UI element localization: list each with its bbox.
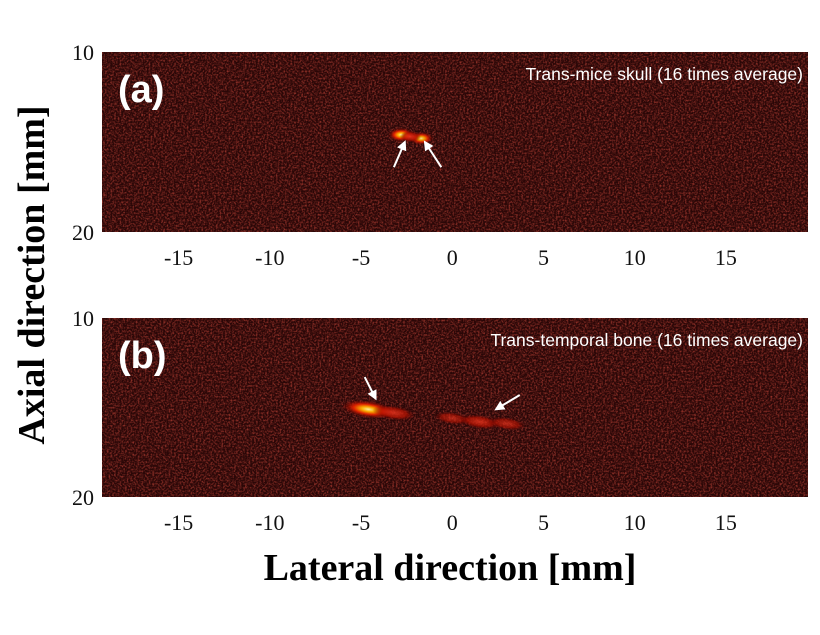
panel-label-b: (b) bbox=[118, 335, 167, 377]
x-tick-label-b-5: 5 bbox=[538, 510, 549, 535]
y-tick-label-b-10: 10 bbox=[72, 306, 94, 331]
y-tick-label-a-20: 20 bbox=[72, 220, 94, 245]
y-tick-label-a-10: 10 bbox=[72, 40, 94, 65]
x-tick-label-b-15: 15 bbox=[715, 510, 737, 535]
panel-caption-b: Trans-temporal bone (16 times average) bbox=[490, 330, 803, 350]
panel-label-a: (a) bbox=[118, 69, 164, 111]
bright-region-a-3 bbox=[399, 130, 421, 143]
speckle-noise-b bbox=[102, 318, 808, 497]
x-tick-label-b-neg10: -10 bbox=[255, 510, 284, 535]
arrow-b-2 bbox=[494, 394, 521, 411]
x-tick-label-a-neg10: -10 bbox=[255, 245, 284, 270]
x-tick-label-a-neg5: -5 bbox=[352, 245, 370, 270]
arrow-a-2 bbox=[423, 140, 443, 168]
x-tick-label-b-neg5: -5 bbox=[352, 510, 370, 535]
bright-region-b-4 bbox=[458, 414, 501, 430]
arrow-b-1 bbox=[363, 376, 377, 401]
x-tick-label-a-0: 0 bbox=[447, 245, 458, 270]
speckle-noise-a bbox=[102, 52, 808, 232]
bright-region-b-5 bbox=[488, 416, 526, 431]
x-tick-label-a-neg15: -15 bbox=[164, 245, 193, 270]
x-tick-label-b-neg15: -15 bbox=[164, 510, 193, 535]
panel-a: (a) Trans-mice skull (16 times average) … bbox=[72, 40, 808, 270]
x-axis-title: Lateral direction [mm] bbox=[264, 547, 637, 589]
panel-b: (b) Trans-temporal bone (16 times averag… bbox=[72, 306, 808, 535]
x-tick-label-b-10: 10 bbox=[624, 510, 646, 535]
y-tick-label-b-20: 20 bbox=[72, 485, 94, 510]
arrow-a-1 bbox=[392, 140, 407, 168]
y-axis-title: Axial direction [mm] bbox=[11, 105, 53, 444]
panel-caption-a: Trans-mice skull (16 times average) bbox=[526, 64, 804, 84]
bright-region-b-2 bbox=[372, 405, 416, 421]
x-tick-label-b-0: 0 bbox=[447, 510, 458, 535]
x-tick-label-a-15: 15 bbox=[715, 245, 737, 270]
x-tick-label-a-5: 5 bbox=[538, 245, 549, 270]
x-tick-label-a-10: 10 bbox=[624, 245, 646, 270]
